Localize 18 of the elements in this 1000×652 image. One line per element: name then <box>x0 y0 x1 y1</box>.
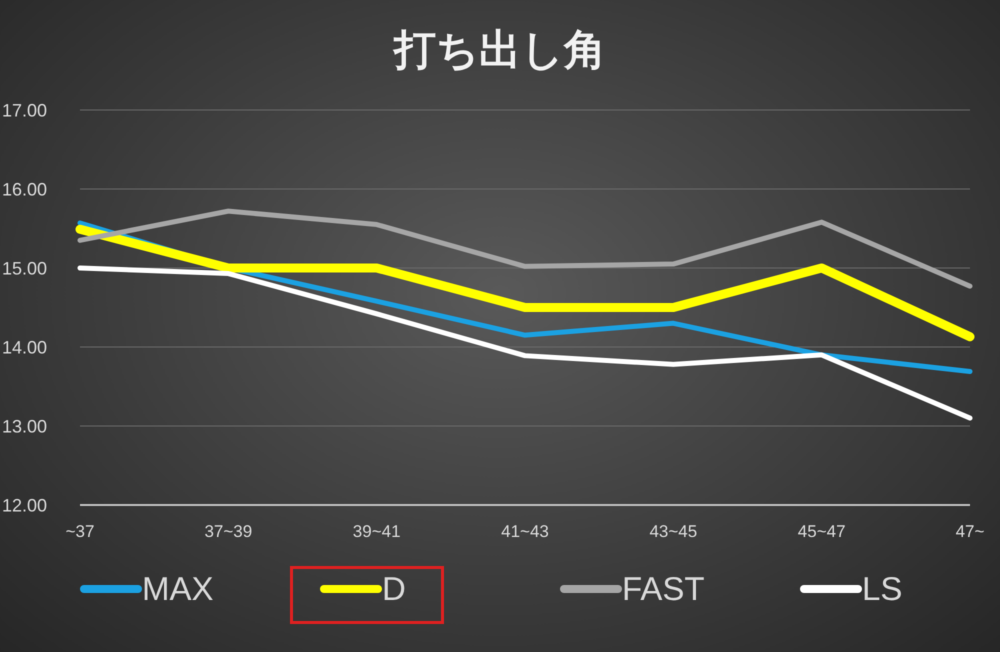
x-tick-label: 39~41 <box>352 522 401 542</box>
chart-title: 打ち出し角 <box>392 25 607 75</box>
x-tick-label: 37~39 <box>204 522 252 542</box>
legend-label: D <box>382 570 406 608</box>
y-tick-label: 17.00 <box>2 100 48 120</box>
y-tick-label: 13.00 <box>2 416 48 436</box>
x-tick-label: ~37 <box>66 522 94 542</box>
y-tick-label: 14.00 <box>2 337 48 358</box>
x-tick-label: 47~ <box>956 522 984 542</box>
legend-label: LS <box>862 570 902 608</box>
x-tick-label: 43~45 <box>649 522 698 542</box>
y-tick-label: 12.00 <box>2 495 48 516</box>
y-tick-label: 16.00 <box>2 179 48 200</box>
legend-label: MAX <box>142 570 214 608</box>
x-tick-label: 41~43 <box>501 522 549 542</box>
legend-label: FAST <box>622 570 705 608</box>
y-tick-label: 15.00 <box>2 258 48 278</box>
x-tick-label: 45~47 <box>798 522 846 542</box>
